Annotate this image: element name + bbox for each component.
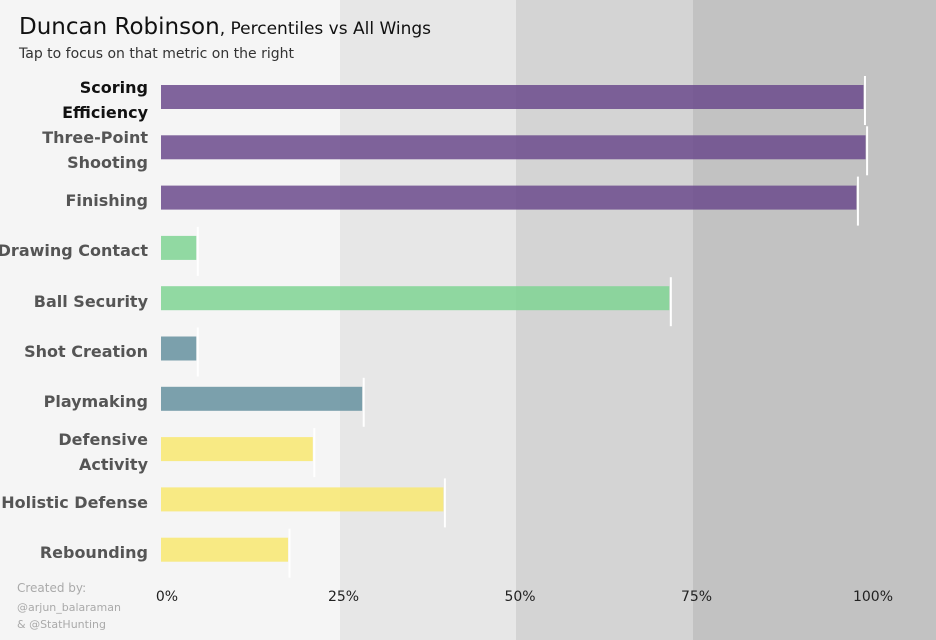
chart-title: Duncan Robinson, Percentiles vs All Wing… <box>19 14 431 40</box>
bar[interactable] <box>161 185 857 210</box>
category-label[interactable]: Playmaking <box>0 389 148 414</box>
bar[interactable] <box>161 537 289 562</box>
bar[interactable] <box>161 487 444 512</box>
credit-line-1: Created by: <box>17 581 87 595</box>
category-label[interactable]: Rebounding <box>0 540 148 565</box>
category-label-line: Playmaking <box>43 392 148 412</box>
category-label-line: Ball Security <box>33 291 148 311</box>
category-label-line: Drawing Contact <box>0 241 148 261</box>
bar[interactable] <box>161 386 363 411</box>
credit-line-3: & @StatHunting <box>17 618 106 631</box>
category-label-line: Efficiency <box>62 103 148 122</box>
x-tick-label: 100% <box>852 589 894 605</box>
category-label-line: Finishing <box>65 191 148 211</box>
chart-subtitle: Tap to focus on that metric on the right <box>19 46 294 62</box>
category-label-line: Shot Creation <box>24 342 148 361</box>
x-tick-label: 0% <box>155 589 179 605</box>
category-label-line: Scoring <box>79 78 148 97</box>
x-tick-label: 50% <box>504 589 536 605</box>
title-suffix: , Percentiles vs All Wings <box>219 19 432 39</box>
bar[interactable] <box>161 437 313 462</box>
player-name: Duncan Robinson <box>19 14 220 40</box>
bar[interactable] <box>161 336 197 361</box>
category-label-line: Holistic Defense <box>1 492 148 512</box>
category-label-line: Three-Point <box>42 128 148 148</box>
bar[interactable] <box>161 286 670 311</box>
category-label[interactable]: Finishing <box>0 188 148 213</box>
category-label-line: Defensive <box>58 430 148 450</box>
category-label[interactable]: Ball Security <box>0 289 148 314</box>
category-label[interactable]: Holistic Defense <box>0 490 148 515</box>
category-label[interactable]: Scoring Efficiency <box>0 75 148 125</box>
category-label[interactable]: Drawing Contact <box>0 238 148 263</box>
category-label-line: Shooting <box>67 153 148 173</box>
category-label-line: Activity <box>79 455 148 475</box>
category-label[interactable]: Three-Point Shooting <box>0 125 148 175</box>
bar[interactable] <box>161 85 864 109</box>
bar[interactable] <box>161 235 197 260</box>
credit-line-2: @arjun_balaraman <box>17 601 121 614</box>
x-tick-label: 25% <box>327 589 360 605</box>
bar[interactable] <box>161 135 866 160</box>
x-tick-label: 75% <box>680 589 713 605</box>
category-label[interactable]: Shot Creation <box>0 339 148 364</box>
category-label-line: Rebounding <box>39 543 148 563</box>
category-label[interactable]: Defensive Activity <box>0 427 148 477</box>
